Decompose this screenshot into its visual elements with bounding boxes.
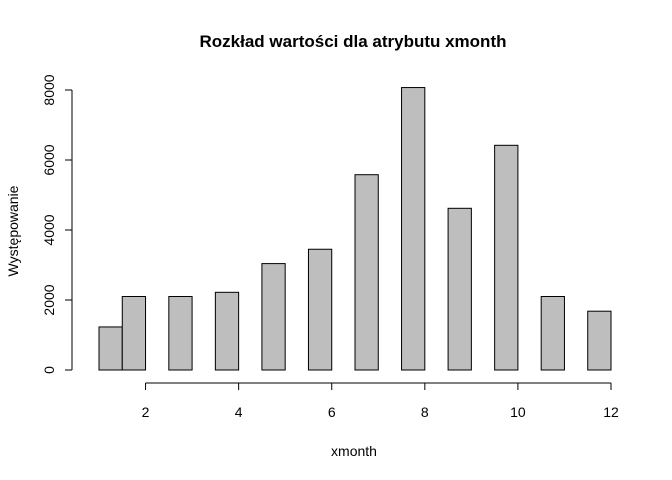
y-axis-label: Występowanie — [5, 185, 21, 276]
x-tick-label-10: 10 — [510, 404, 526, 420]
y-tick-label-2000: 2000 — [41, 284, 57, 315]
bar-12 — [587, 310, 612, 371]
x-tick-label-4: 4 — [235, 404, 243, 420]
bar-1 — [98, 326, 123, 371]
bar-2 — [121, 296, 147, 371]
y-tick-label-6000: 6000 — [41, 144, 57, 175]
x-axis: 2 4 6 8 10 12 — [142, 382, 619, 420]
bar-10 — [494, 144, 519, 371]
bar-3 — [168, 296, 193, 371]
y-tick-label-8000: 8000 — [41, 74, 57, 105]
x-tick-label-6: 6 — [328, 404, 336, 420]
y-tick-label-0: 0 — [41, 366, 57, 374]
bar-11 — [540, 296, 565, 371]
bar-7 — [354, 174, 379, 371]
bar-5 — [261, 263, 286, 371]
bar-9 — [447, 207, 472, 371]
y-tick-label-4000: 4000 — [41, 214, 57, 245]
chart-title: Rozkład wartości dla atrybutu xmonth — [200, 32, 507, 51]
bar-4 — [214, 291, 240, 371]
x-tick-label-8: 8 — [421, 404, 429, 420]
x-axis-label: xmonth — [331, 443, 377, 459]
y-axis: 0 2000 4000 6000 8000 — [41, 74, 73, 374]
x-tick-label-2: 2 — [142, 404, 150, 420]
bars-group — [98, 87, 612, 371]
bar-8 — [401, 87, 426, 371]
x-tick-label-12: 12 — [603, 404, 619, 420]
bar-6 — [307, 248, 333, 371]
